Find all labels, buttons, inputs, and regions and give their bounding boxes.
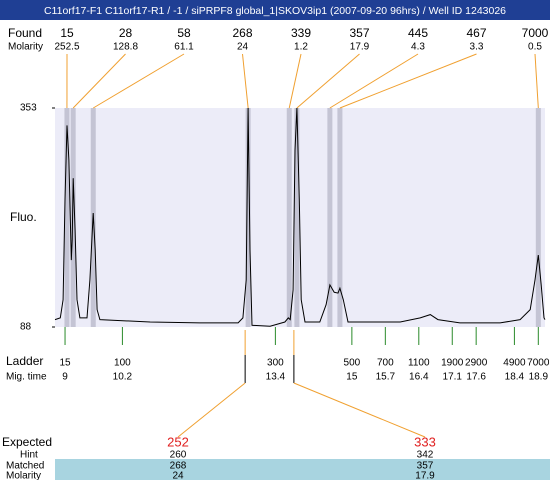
peak-band — [535, 108, 541, 327]
peak-band — [64, 108, 70, 327]
peak-band — [245, 108, 251, 327]
trace — [54, 107, 546, 327]
x-tick-label: 17.1 — [443, 372, 463, 383]
matched-molarity-value: 17.9 — [415, 471, 435, 480]
x-tick-label: 18.4 — [505, 372, 525, 383]
peak-connector — [534, 53, 539, 109]
expected-label: Expected — [2, 435, 52, 449]
peak-size: 445 — [408, 26, 428, 40]
ladder-label: Ladder — [6, 354, 43, 368]
ladder-size: 4900 — [503, 358, 526, 369]
peak-connector — [339, 53, 477, 109]
matched-molarity-value: 24 — [172, 471, 184, 480]
hint-label: Hint — [20, 450, 38, 461]
matched-value: 357 — [417, 461, 434, 472]
ladder-size: 700 — [377, 358, 394, 369]
y-tick-label: 353 — [20, 103, 37, 114]
x-tick-label: 13.4 — [266, 372, 286, 383]
peak-molarity: 4.3 — [411, 42, 425, 53]
x-tick-label: 18.9 — [529, 372, 549, 383]
match-connector — [293, 382, 426, 438]
matched-label: Matched — [6, 461, 44, 472]
ladder-size: 1900 — [441, 358, 464, 369]
ladder-size: 2900 — [465, 358, 488, 369]
peak-molarity: 24 — [237, 42, 249, 53]
peak-connector — [72, 53, 126, 109]
matched-row-bg — [55, 459, 550, 480]
ladder-size: 7000 — [527, 358, 550, 369]
x-tick-label: 15.7 — [376, 372, 396, 383]
peak-size: 339 — [291, 26, 311, 40]
expected-value: 252 — [167, 434, 189, 449]
peak-molarity: 17.9 — [350, 42, 370, 53]
peak-size: 58 — [177, 26, 191, 40]
y-tick-label: 88 — [20, 322, 32, 333]
matched-molarity-label: Molarity — [6, 471, 41, 480]
hint-value: 260 — [170, 450, 187, 461]
y-label: Fluo. — [10, 210, 37, 224]
peak-connector — [288, 53, 302, 109]
ladder-size: 100 — [114, 358, 131, 369]
peak-band — [294, 108, 300, 327]
peak-size: 467 — [466, 26, 486, 40]
match-connector — [177, 382, 246, 438]
peak-connector — [92, 53, 185, 109]
peak-band — [337, 108, 343, 327]
peak-connector — [329, 53, 419, 109]
ladder-size: 500 — [344, 358, 361, 369]
expected-value: 333 — [414, 434, 436, 449]
peak-molarity: 3.3 — [470, 42, 484, 53]
peak-connector — [242, 53, 249, 109]
matched-value: 268 — [170, 461, 187, 472]
peak-size: 7000 — [522, 26, 549, 40]
peak-molarity: 0.5 — [528, 42, 542, 53]
peak-size: 15 — [60, 26, 74, 40]
peak-molarity: 1.2 — [294, 42, 308, 53]
peak-band — [70, 108, 76, 327]
peak-size: 268 — [232, 26, 252, 40]
peak-molarity: 61.1 — [174, 42, 194, 53]
x-tick-label: 10.2 — [113, 372, 133, 383]
found-label: Found — [8, 26, 42, 40]
x-tick-label: 9 — [62, 372, 68, 383]
peak-size: 28 — [119, 26, 133, 40]
peak-band — [286, 108, 292, 327]
ladder-size: 15 — [59, 358, 71, 369]
hint-value: 342 — [417, 450, 434, 461]
molarity-label: Molarity — [8, 42, 43, 53]
title: C11orf17-F1 C11orf17-R1 / -1 / siPRPF8 g… — [44, 5, 506, 17]
peak-size: 357 — [349, 26, 369, 40]
peak-band — [327, 108, 333, 327]
peak-molarity: 128.8 — [113, 42, 138, 53]
ladder-size: 1100 — [408, 358, 430, 369]
peak-molarity: 252.5 — [54, 42, 79, 53]
x-tick-label: 16.4 — [409, 372, 429, 383]
peak-connector — [296, 53, 360, 109]
x-tick-label: 15 — [346, 372, 358, 383]
x-label: Mig. time — [6, 372, 47, 383]
ladder-size: 300 — [267, 358, 284, 369]
title-bar — [0, 0, 550, 20]
x-tick-label: 17.6 — [466, 372, 486, 383]
